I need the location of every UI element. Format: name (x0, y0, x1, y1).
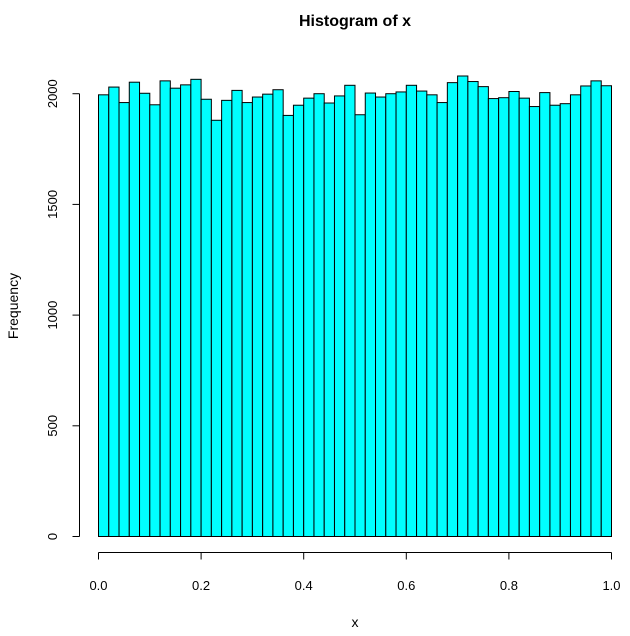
histogram-bar (333, 95, 346, 538)
histogram-bar (395, 91, 407, 537)
histogram-bar (477, 86, 489, 537)
histogram-bar (251, 96, 264, 538)
histogram-bar (569, 94, 582, 537)
histogram-bar (600, 85, 612, 538)
histogram-bar (159, 80, 171, 538)
histogram-bar (128, 81, 141, 537)
histogram-bar (292, 104, 305, 538)
histogram-bar (282, 114, 294, 537)
histogram-bar (487, 98, 500, 537)
histogram-bar (457, 75, 469, 537)
y-tick-label: 500 (45, 415, 60, 437)
x-tick-label: 0.0 (89, 578, 107, 593)
histogram-bar (241, 102, 253, 537)
histogram-bar (272, 89, 284, 537)
bars-group (98, 75, 612, 538)
histogram-bar (323, 102, 335, 537)
histogram-bar (98, 94, 110, 537)
histogram-bar (426, 94, 438, 537)
histogram-bar (559, 103, 571, 537)
histogram-bar (303, 97, 315, 537)
histogram-bar (139, 92, 151, 538)
histogram-bar (354, 114, 366, 537)
x-tick-label: 0.2 (192, 578, 210, 593)
chart-title: Histogram of x (299, 13, 411, 30)
histogram-bar (580, 85, 592, 537)
histogram-bar (549, 104, 561, 538)
histogram-bar (221, 99, 233, 537)
histogram-bar (518, 97, 530, 537)
x-tick-label: 0.6 (397, 578, 415, 593)
histogram-bar (313, 93, 325, 537)
x-tick-label: 0.4 (295, 578, 313, 593)
histogram-bar (180, 84, 192, 537)
histogram-bar (539, 92, 551, 538)
histogram-bar (498, 97, 510, 538)
y-axis: 0 500 1000 1500 2000 (45, 79, 80, 540)
histogram-bar (446, 82, 459, 538)
y-axis-label: Frequency (5, 273, 21, 339)
histogram-bar (405, 84, 418, 538)
x-axis: 0.0 0.2 0.4 0.6 0.8 1.0 (89, 552, 621, 593)
histogram-bar (118, 102, 130, 537)
histogram-bar (262, 93, 274, 537)
y-tick-label: 0 (45, 533, 60, 540)
histogram-bar (385, 93, 397, 537)
y-tick-label: 1500 (45, 190, 60, 219)
histogram-bar (200, 98, 212, 537)
x-tick-label: 0.8 (500, 578, 518, 593)
histogram-bar (210, 119, 223, 538)
histogram-bar (416, 90, 428, 537)
histogram-bar (108, 86, 120, 538)
y-tick-label: 2000 (45, 79, 60, 108)
histogram-bar (231, 89, 243, 537)
histogram-bar (364, 92, 377, 537)
x-tick-label: 1.0 (602, 578, 620, 593)
histogram-bar (590, 80, 602, 538)
histogram-bar (508, 90, 520, 538)
x-axis-label: x (352, 614, 359, 630)
histogram-bar (467, 81, 479, 538)
histogram-bar (149, 104, 161, 537)
histogram-bar (436, 102, 448, 537)
histogram-bar (344, 84, 356, 538)
histogram-bar (190, 78, 202, 537)
histogram-bar (528, 106, 541, 538)
histogram-bar (375, 96, 387, 538)
histogram-bar (169, 87, 182, 537)
y-tick-label: 1000 (45, 301, 60, 330)
